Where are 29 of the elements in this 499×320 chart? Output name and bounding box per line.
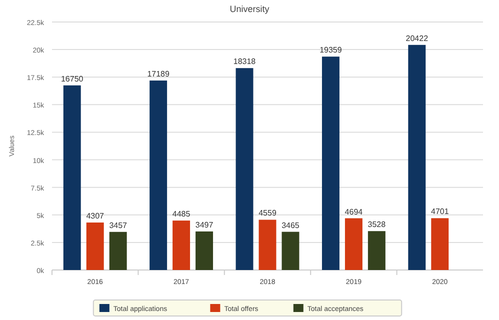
bar: [408, 44, 426, 270]
bar: [150, 80, 168, 270]
data-label: 18318: [233, 57, 256, 66]
data-label: 16750: [60, 74, 84, 84]
chart-title: University: [230, 4, 270, 14]
bar: [344, 218, 362, 270]
bar: [322, 56, 340, 270]
data-label: 3497: [195, 220, 214, 230]
bar: [196, 231, 214, 270]
bar: [86, 222, 104, 270]
bar: [431, 218, 449, 270]
data-label: 4307: [86, 212, 105, 221]
data-label: 3465: [282, 220, 300, 230]
data-label: 3528: [368, 220, 386, 230]
bar: [368, 231, 386, 270]
data-label: 4694: [344, 207, 364, 216]
data-label: 17189: [147, 70, 170, 79]
bar: [258, 220, 276, 270]
data-label: 20422: [406, 34, 429, 43]
bar: [63, 85, 81, 270]
bar: [109, 232, 127, 270]
data-label: 4701: [431, 207, 450, 216]
bar: [282, 232, 300, 270]
data-label: 4485: [172, 210, 191, 219]
data-label: 3457: [109, 220, 128, 230]
bar: [236, 68, 254, 270]
bar: [172, 220, 190, 270]
data-label: 4559: [258, 208, 277, 218]
data-label: 19359: [320, 46, 342, 55]
